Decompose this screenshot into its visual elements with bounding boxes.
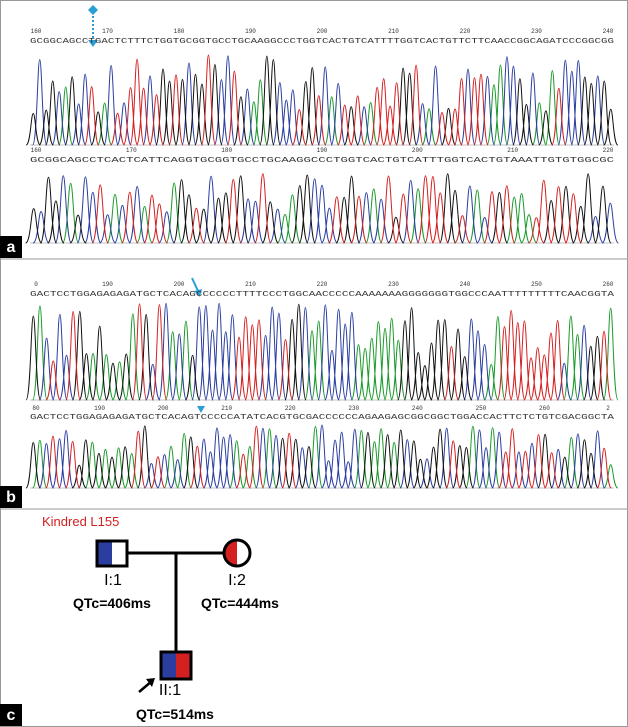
arrow-head (146, 678, 155, 687)
pedigree: Kindred L155 I:1 QTc=406ms I:2 QTc=444ms… (42, 514, 279, 722)
qtc: QTc=514ms (136, 706, 214, 722)
panel-label-box (0, 704, 22, 726)
tick-label: 230 (531, 28, 542, 35)
tick-label: 80 (32, 405, 40, 412)
arrow-head (88, 5, 98, 15)
tick-label: 260 (603, 281, 614, 288)
trace (84, 54, 567, 146)
tick-label: 220 (285, 405, 296, 412)
tick-label: 210 (507, 147, 518, 154)
trace (25, 303, 606, 401)
tick-label: 200 (317, 28, 328, 35)
tick-label: 200 (174, 281, 185, 288)
trace (38, 302, 592, 401)
tick-label: 240 (412, 405, 423, 412)
individual-id: I:1 (104, 572, 122, 589)
kindred-title: Kindred L155 (42, 514, 119, 529)
tick-label: 210 (245, 281, 256, 288)
qtc: QTc=444ms (201, 595, 279, 611)
tick-label: 0 (34, 281, 38, 288)
tick-label: 200 (158, 405, 169, 412)
arrow-head (88, 40, 98, 47)
tick-label: 260 (539, 405, 550, 412)
tick-label: 220 (460, 28, 471, 35)
male-symbol (95, 539, 129, 568)
trace (25, 425, 599, 489)
tick-label: 230 (348, 405, 359, 412)
arrow-head (197, 406, 205, 413)
arrow-head (194, 289, 202, 297)
tick-label: 220 (317, 281, 328, 288)
trace (25, 55, 619, 146)
affected-half (161, 652, 176, 679)
tick-label: 190 (245, 28, 256, 35)
qtc: QTc=406ms (73, 595, 151, 611)
trace (45, 303, 612, 401)
tick-label: 250 (531, 281, 542, 288)
tick-label: 180 (221, 147, 232, 154)
panel-label: b (6, 489, 16, 506)
trace (25, 173, 612, 244)
trace (32, 305, 619, 401)
sequence: GCGGCAGCCTCACTCATTCAGGTGCGGTGCCTGCAAGGCC… (30, 157, 614, 165)
tick-label: 200 (412, 147, 423, 154)
tick-label: 180 (174, 28, 185, 35)
mutation-arrow (191, 277, 199, 292)
tick-label: 250 (475, 405, 486, 412)
tick-label: 160 (31, 147, 42, 154)
tick-label: 210 (221, 405, 232, 412)
panel-label-box (0, 236, 22, 258)
trace (38, 424, 606, 489)
tick-label: 240 (603, 28, 614, 35)
male-symbol (159, 650, 193, 681)
sequence: GACTCCTGGAGAGAGATGCTCACAGTCCCCCATATCACGT… (30, 414, 615, 422)
trace (32, 55, 606, 146)
tick-label: 170 (126, 147, 137, 154)
trace (45, 425, 612, 489)
female-symbol (222, 538, 252, 568)
sequence: GACTCCTGGAGAGAGATGCTCACAGCCCCCCTTTTCCCTG… (30, 291, 615, 299)
trace (62, 182, 538, 244)
individual-id: I:2 (228, 572, 246, 589)
individual-id: II:1 (159, 682, 181, 699)
trace (91, 173, 582, 244)
tick-label: 160 (31, 28, 42, 35)
trace (58, 64, 560, 146)
panel-label: c (7, 707, 16, 724)
tick-label: 170 (102, 28, 113, 35)
panel-label-box (0, 486, 22, 508)
affected-half (97, 541, 112, 566)
trace (32, 175, 619, 244)
trace (32, 425, 619, 489)
panel-label: a (7, 239, 16, 256)
tick-label: 190 (94, 405, 105, 412)
tick-label: 230 (388, 281, 399, 288)
affected-half (176, 652, 191, 679)
tick-label: 2 (606, 405, 610, 412)
sequence: GCGGCAGCCTGACTCTTTCTGGTGCGGTGCCTGCAAGGCC… (30, 38, 614, 46)
tick-label: 190 (102, 281, 113, 288)
tick-label: 190 (317, 147, 328, 154)
tick-label: 220 (603, 147, 614, 154)
tick-label: 210 (388, 28, 399, 35)
tick-label: 240 (460, 281, 471, 288)
